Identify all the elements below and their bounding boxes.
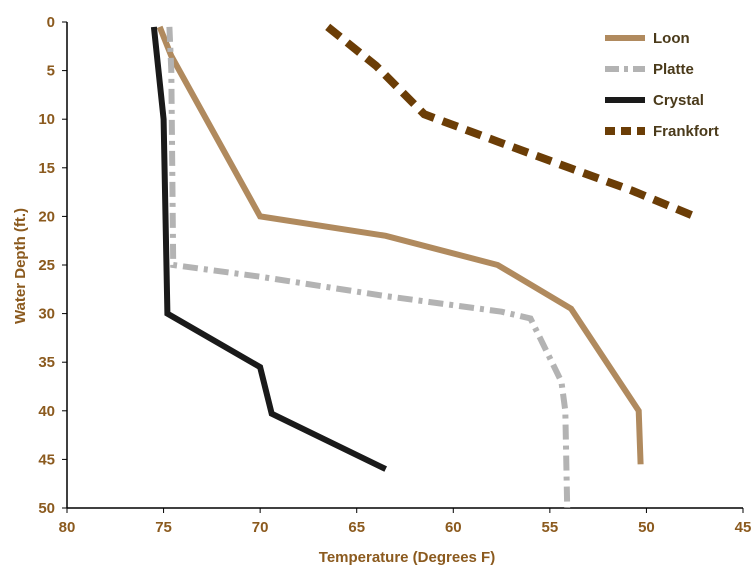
series-line-loon [156,25,644,465]
y-tick-label: 35 [38,354,55,371]
y-tick-label: 25 [38,257,55,274]
legend-label-platte: Platte [653,61,694,78]
y-tick-label: 45 [38,451,55,468]
series-line-platte [166,26,571,509]
y-axis-title: Water Depth (ft.) [12,208,29,324]
x-tick-label: 80 [59,519,76,536]
x-tick-label: 75 [155,519,172,536]
series-layer [150,23,697,509]
y-tick-label: 40 [38,403,55,420]
legend-label-frankfort: Frankfort [653,123,719,140]
legend-label-crystal: Crystal [653,92,704,109]
x-axis-title: Temperature (Degrees F) [319,549,495,566]
y-tick-label: 30 [38,306,55,323]
series-line-crystal [150,26,388,472]
series-line-frankfort [325,23,697,221]
y-tick-label: 15 [38,160,55,177]
y-tick-label: 50 [38,500,55,517]
x-tick-label: 60 [445,519,462,536]
x-tick-label: 65 [348,519,365,536]
y-tick-label: 5 [47,63,55,80]
x-tick-label: 45 [735,519,752,536]
axes: 80 75 70 65 60 55 50 45 0 5 10 15 20 25 30 35 40 45 50 [38,14,751,536]
y-tick-label: 20 [38,208,55,225]
legend: Loon Platte Crystal Frankfort [605,30,719,140]
y-tick-label: 10 [38,111,55,128]
y-tick-label: 0 [47,14,55,31]
legend-label-loon: Loon [653,30,690,47]
x-tick-label: 70 [252,519,269,536]
x-tick-label: 55 [542,519,559,536]
x-tick-label: 50 [638,519,655,536]
